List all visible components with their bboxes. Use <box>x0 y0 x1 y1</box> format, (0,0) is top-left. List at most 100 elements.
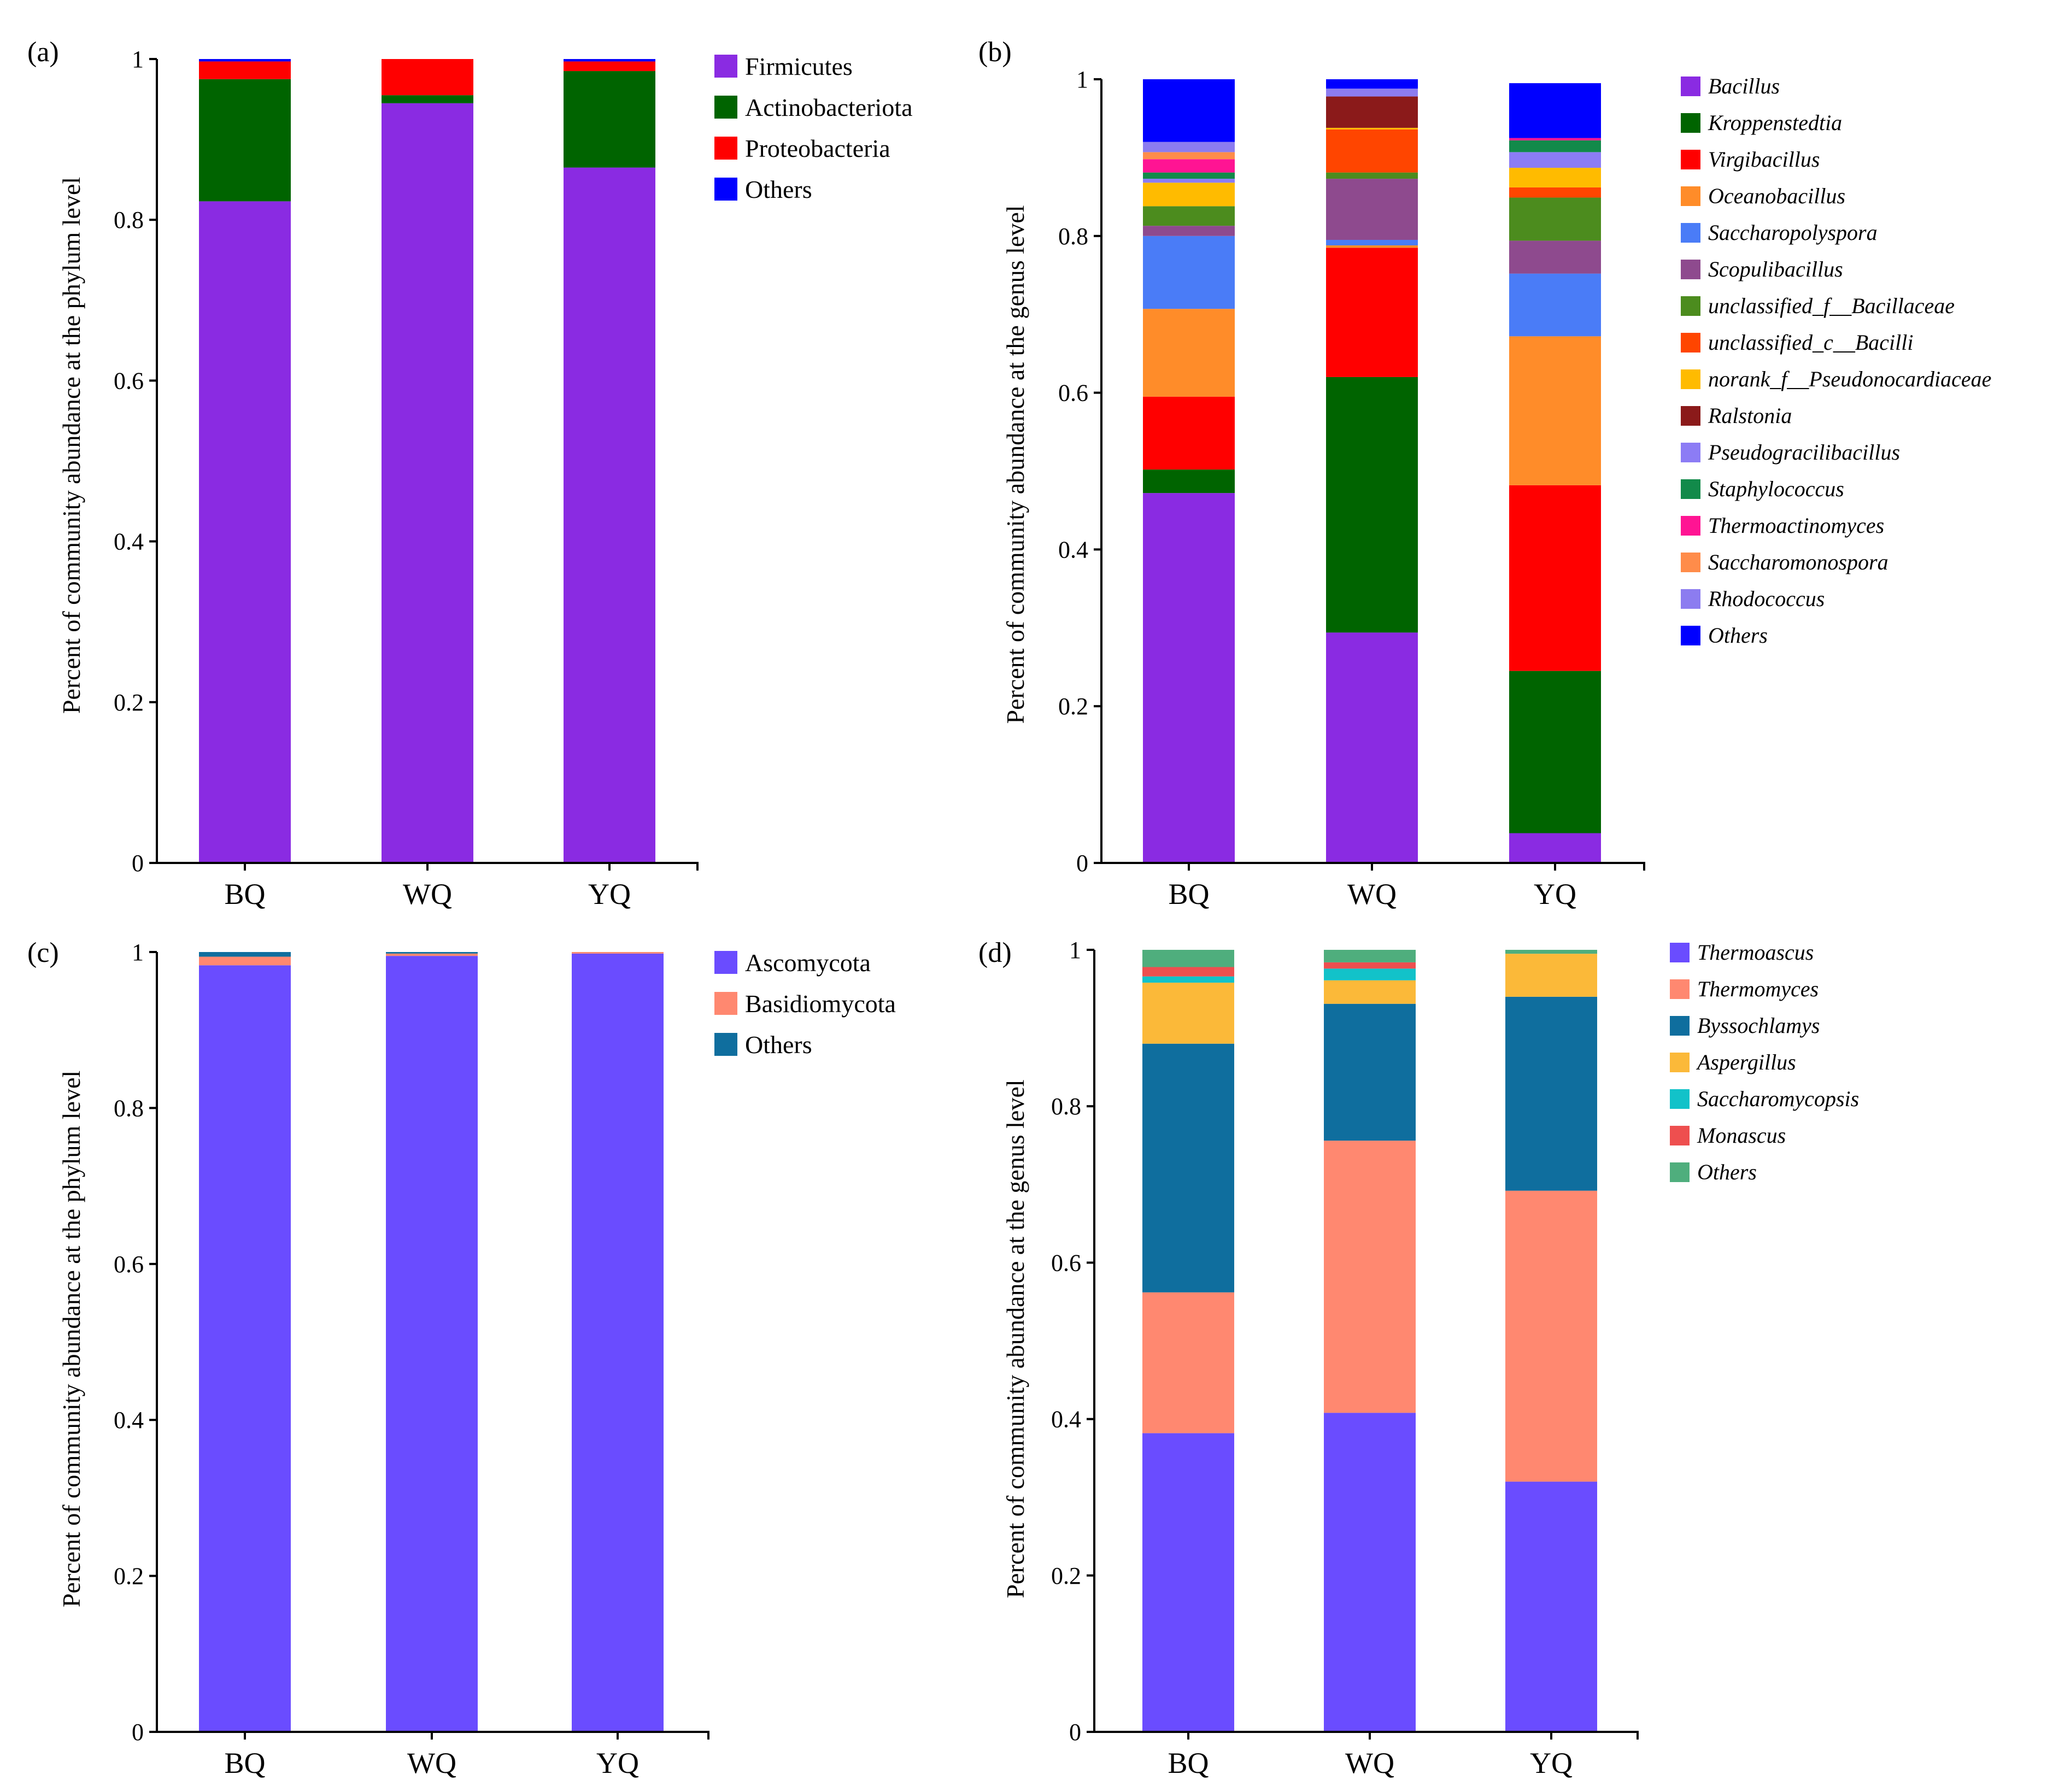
x-tick-label-yq: YQ <box>1534 878 1576 910</box>
legend-swatch-d-6 <box>1670 1162 1690 1182</box>
y-tick-label: 0.4 <box>114 528 144 555</box>
legend-label-b-15: Others <box>1708 623 1768 648</box>
y-tick-label: 1 <box>1076 66 1088 93</box>
y-tick-label: 0.6 <box>114 367 144 394</box>
legend-label-a-0: Firmicutes <box>745 52 853 80</box>
y-tick-label: 1 <box>132 46 144 73</box>
legend-label-b-5: Scopulibacillus <box>1708 257 1843 281</box>
legend-swatch-b-8 <box>1681 369 1700 389</box>
bar-segment-a-wq-0 <box>382 103 473 863</box>
legend-swatch-b-5 <box>1681 260 1700 279</box>
bar-segment-a-wq-1 <box>382 95 473 103</box>
bar-segment-a-wq-2 <box>382 59 473 96</box>
legend-label-d-5: Monascus <box>1697 1123 1786 1148</box>
legend-swatch-d-5 <box>1670 1126 1690 1145</box>
panel-c-label: (c) <box>27 937 59 968</box>
bar-segment-b-wq-0 <box>1326 632 1418 863</box>
bar-segment-b-wq-7 <box>1326 129 1418 173</box>
legend-swatch-d-4 <box>1670 1089 1690 1109</box>
x-tick-label-bq: BQ <box>1168 1747 1209 1779</box>
bar-segment-b-wq-15 <box>1326 79 1418 89</box>
y-tick-label: 0.2 <box>1058 693 1088 720</box>
y-tick-label: 1 <box>132 939 144 966</box>
bar-segment-b-bq-0 <box>1143 493 1235 863</box>
bar-segment-a-bq-3 <box>199 59 291 62</box>
bar-segment-b-yq-15 <box>1509 83 1601 138</box>
legend-label-b-14: Rhodococcus <box>1708 586 1825 611</box>
bar-segment-b-wq-3 <box>1326 245 1418 248</box>
x-tick-label-wq: WQ <box>1345 1747 1394 1779</box>
bar-segment-d-yq-6 <box>1505 950 1597 954</box>
legend-swatch-b-10 <box>1681 443 1700 462</box>
legend-label-b-9: Ralstonia <box>1708 403 1792 428</box>
legend-label-d-4: Saccharomycopsis <box>1697 1086 1859 1111</box>
y-tick-label: 0.6 <box>114 1251 144 1278</box>
y-tick-label: 0.2 <box>1051 1562 1081 1589</box>
legend-swatch-b-6 <box>1681 296 1700 316</box>
bar-segment-d-bq-1 <box>1142 1292 1234 1433</box>
bar-segment-b-wq-14 <box>1326 89 1418 97</box>
legend-swatch-b-11 <box>1681 479 1700 499</box>
panel-d-plot: 0 0.2 0.4 0.6 0.8 1 BQ WQ YQ <box>1051 937 1639 1779</box>
bar-segment-b-yq-3 <box>1509 336 1601 485</box>
legend-label-b-12: Thermoactinomyces <box>1708 513 1884 538</box>
bar-segment-b-bq-14 <box>1143 142 1235 152</box>
legend-swatch-c-1 <box>714 992 737 1015</box>
x-tick-label-bq: BQ <box>224 1747 265 1779</box>
x-tick-label-wq: WQ <box>403 878 452 910</box>
panel-a: (a) Percent of community abundance at th… <box>27 37 913 910</box>
bar-segment-d-yq-3 <box>1505 954 1597 997</box>
bar-segment-d-wq-3 <box>1324 980 1416 1004</box>
y-tick-label: 0.4 <box>114 1407 144 1433</box>
legend-label-d-3: Aspergillus <box>1696 1050 1796 1074</box>
legend-swatch-b-7 <box>1681 333 1700 352</box>
panel-b: (b) Percent of community abundance at th… <box>978 37 1991 910</box>
y-tick-label: 0.8 <box>114 1095 144 1121</box>
y-tick-label: 0.8 <box>1051 1093 1081 1120</box>
legend-swatch-b-3 <box>1681 186 1700 206</box>
legend-label-d-0: Thermoascus <box>1697 940 1814 965</box>
bar-segment-b-bq-15 <box>1143 79 1235 142</box>
legend-label-b-2: Virgibacillus <box>1708 147 1820 172</box>
legend-swatch-b-14 <box>1681 589 1700 609</box>
y-tick-label: 0 <box>1069 1719 1081 1746</box>
legend-swatch-a-0 <box>714 55 737 78</box>
legend-swatch-a-1 <box>714 96 737 119</box>
bar-segment-b-bq-12 <box>1143 159 1235 173</box>
bar-segment-d-wq-4 <box>1324 968 1416 980</box>
bar-segment-b-bq-6 <box>1143 206 1235 226</box>
y-tick-label: 0.8 <box>114 207 144 233</box>
bar-segment-b-wq-2 <box>1326 248 1418 377</box>
bar-segment-b-bq-8 <box>1143 183 1235 207</box>
bar-segment-d-bq-3 <box>1142 983 1234 1044</box>
bar-segment-d-yq-0 <box>1505 1482 1597 1732</box>
legend-swatch-c-2 <box>714 1033 737 1056</box>
y-tick-label: 0.4 <box>1051 1406 1081 1433</box>
bar-segment-d-yq-2 <box>1505 996 1597 1191</box>
legend-swatch-b-12 <box>1681 516 1700 536</box>
legend-swatch-b-1 <box>1681 113 1700 133</box>
y-tick-label: 0.2 <box>114 1563 144 1590</box>
bar-segment-a-yq-2 <box>564 61 655 72</box>
legend-label-c-2: Others <box>745 1031 812 1059</box>
panel-c-legend: Ascomycota Basidiomycota Others <box>714 949 896 1059</box>
bar-segment-c-wq-1 <box>386 953 478 956</box>
bar-segment-d-bq-6 <box>1142 950 1234 967</box>
y-tick-label: 0 <box>132 1719 144 1746</box>
bar-segment-c-yq-0 <box>572 953 664 1732</box>
panel-c: (c) Percent of community abundance at th… <box>27 937 896 1779</box>
bar-segment-b-bq-1 <box>1143 469 1235 493</box>
bar-segment-b-yq-0 <box>1509 833 1601 863</box>
legend-swatch-d-0 <box>1670 943 1690 962</box>
legend-swatch-b-2 <box>1681 150 1700 169</box>
panel-b-y-axis-label: Percent of community abundance at the ge… <box>1001 205 1029 724</box>
panel-b-plot: 0 0.2 0.4 0.6 0.8 1 BQ WQ YQ <box>1058 66 1645 910</box>
bar-segment-b-yq-10 <box>1509 152 1601 168</box>
bar-segment-b-yq-11 <box>1509 140 1601 152</box>
bar-segment-b-bq-3 <box>1143 309 1235 397</box>
legend-label-b-6: unclassified_f__Bacillaceae <box>1708 293 1955 318</box>
legend-label-b-0: Bacillus <box>1708 74 1780 98</box>
panel-d-legend: Thermoascus Thermomyces Byssochlamys Asperg… <box>1670 940 1859 1184</box>
panel-a-label: (a) <box>27 37 59 68</box>
